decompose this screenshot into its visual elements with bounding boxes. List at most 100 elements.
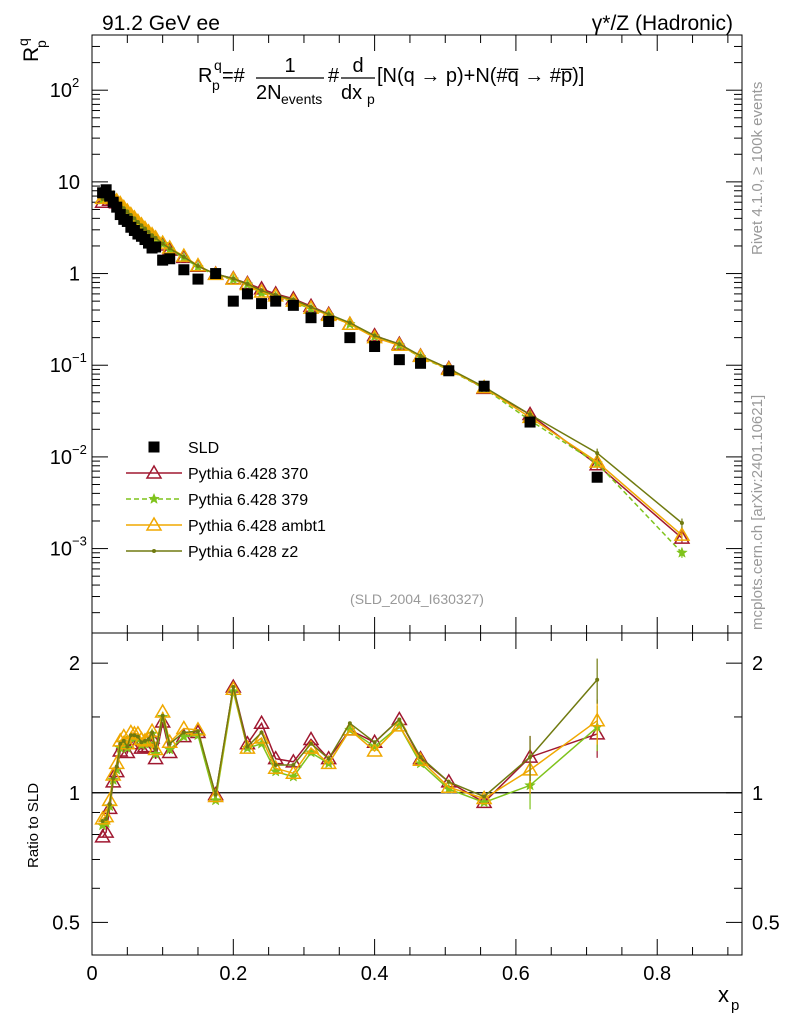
ratio-point-p370	[253, 714, 270, 730]
legend-marker-p370	[145, 464, 163, 479]
data-point-sld	[164, 253, 176, 265]
ratio-point-z2	[104, 816, 109, 821]
ratio-point-z2	[528, 755, 533, 760]
main-point-ambt1	[673, 526, 691, 541]
ratio-line-z2	[102, 679, 598, 822]
analysis-watermark: (SLD_2004_I630327)	[350, 591, 484, 607]
ratio-point-p379	[368, 740, 381, 752]
ratio-y-tick-label-right: 2	[752, 653, 763, 675]
main-y-tick-label: 10	[50, 355, 72, 377]
xlabel-sub: p	[731, 997, 739, 1014]
x-tick-label: 0.6	[502, 963, 530, 985]
main-point-z2	[135, 220, 140, 225]
main-point-z2	[326, 312, 331, 317]
main-point-p379	[676, 546, 688, 558]
ratio-point-p370	[119, 744, 136, 759]
ratio-axes: 0.5 0.5 1 1 2 2 0 0.2 0.4 0.6 0.8	[52, 633, 780, 985]
main-y-tick-exponent: 2	[72, 75, 79, 90]
data-point-sld	[443, 365, 455, 377]
main-point-z2	[259, 288, 264, 293]
data-point-sld	[415, 357, 427, 369]
legend-label-data: SLD	[188, 440, 219, 457]
ratio-point-z2	[114, 764, 119, 769]
ratio-point-ambt1	[97, 808, 115, 823]
ratio-point-ambt1	[207, 788, 224, 803]
formula-rhs: [N(q → p)+N(#q̅ → #p̅)]	[377, 65, 584, 87]
main-point-z2	[595, 451, 600, 456]
legend-marker-z2	[152, 549, 156, 553]
main-point-z2	[167, 246, 172, 251]
ratio-point-p370	[147, 750, 164, 765]
ratio-point-ambt1	[189, 721, 207, 736]
ratio-point-ambt1	[285, 764, 302, 780]
main-point-z2	[160, 241, 165, 246]
formula-frac2-den: dx	[341, 82, 362, 104]
ratio-point-z2	[195, 729, 200, 734]
ratio-point-z2	[446, 779, 451, 784]
main-y-tick-exponent: −2	[72, 442, 87, 457]
main-y-tick-label: 10	[50, 80, 72, 102]
ratio-y-tick-label: 1	[69, 783, 80, 805]
ratio-point-z2	[231, 685, 236, 690]
main-point-z2	[150, 233, 155, 238]
ratio-point-z2	[213, 792, 218, 797]
data-point-sld	[369, 341, 381, 353]
main-point-z2	[125, 209, 130, 214]
ratio-point-z2	[146, 737, 151, 742]
main-y-tick-exponent: −3	[72, 534, 87, 549]
data-point-sld	[478, 380, 490, 392]
ratio-point-z2	[397, 717, 402, 722]
data-point-sld	[241, 288, 253, 300]
main-ylabel: R p q	[15, 38, 49, 62]
ratio-point-z2	[132, 733, 137, 738]
data-point-sld	[344, 332, 356, 344]
legend-marker-p379	[148, 492, 160, 504]
main-ylabel-sub: p	[33, 40, 49, 48]
main-line-p370	[101, 196, 683, 539]
xlabel: x p	[718, 982, 739, 1014]
ratio-point-z2	[372, 740, 377, 745]
ratio-point-z2	[245, 744, 250, 749]
formula-hash: #	[328, 65, 340, 87]
formula: R p q =# 1 2N events # d dx p [N(q → p)+…	[198, 55, 584, 107]
ratio-point-ambt1	[440, 778, 458, 793]
main-point-z2	[195, 263, 200, 268]
main-point-z2	[372, 333, 377, 338]
data-point-sld	[524, 416, 536, 428]
main-y-tick-label: 10	[58, 172, 80, 194]
ratio-point-ambt1	[147, 741, 164, 756]
ratio-point-ambt1	[475, 789, 493, 805]
legend-label-ambt1: Pythia 6.428 ambt1	[188, 518, 326, 535]
data-point-sld	[192, 273, 204, 285]
ratio-plot-marks	[94, 658, 606, 843]
data-point-sld	[270, 295, 282, 307]
ratio-point-p379	[478, 796, 491, 808]
main-point-z2	[132, 216, 137, 221]
main-point-p370	[588, 456, 606, 471]
main-point-z2	[139, 223, 144, 228]
main-point-p370	[673, 529, 691, 544]
x-tick-label: 0.4	[361, 963, 389, 985]
formula-frac2-den-sub: p	[367, 91, 375, 107]
formula-lhs: R	[198, 65, 212, 87]
rivet-label: Rivet 4.1.0, ≥ 100k events	[749, 82, 766, 255]
x-tick-label: 0.2	[219, 963, 247, 985]
ratio-point-z2	[153, 747, 158, 752]
main-point-ambt1	[161, 239, 179, 254]
data-point-sld	[591, 471, 603, 483]
ratio-point-ambt1	[239, 739, 256, 754]
ratio-point-p379	[149, 747, 162, 760]
ratio-point-z2	[107, 802, 112, 807]
header-energy-label: 91.2 GeV ee	[102, 12, 220, 35]
data-point-sld	[256, 298, 268, 310]
main-point-z2	[153, 235, 158, 240]
ratio-point-p370	[104, 773, 122, 788]
main-plot-marks	[94, 184, 691, 558]
main-y-tick-label: 10	[50, 447, 72, 469]
data-point-sld	[323, 315, 335, 327]
formula-frac1-den-sub: events	[281, 91, 322, 107]
legend-marker-data	[148, 441, 160, 453]
ratio-point-p370	[97, 823, 115, 838]
legend-marker-ambt1	[145, 516, 163, 531]
